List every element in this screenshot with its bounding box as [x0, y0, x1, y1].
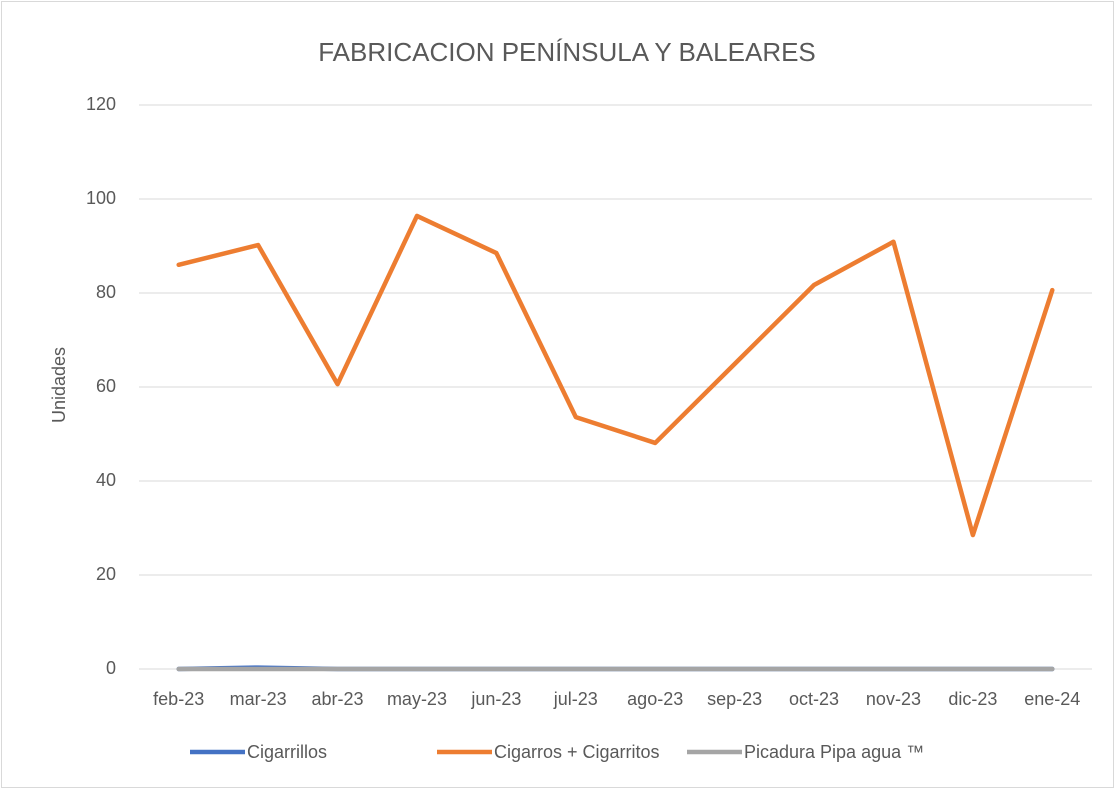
y-tick-label: 40 [96, 470, 116, 490]
x-tick-label: ene-24 [1024, 689, 1080, 709]
x-tick-label: may-23 [387, 689, 447, 709]
y-tick-label: 0 [106, 658, 116, 678]
y-tick-label: 100 [86, 188, 116, 208]
x-tick-label: mar-23 [230, 689, 287, 709]
x-tick-label: dic-23 [948, 689, 997, 709]
x-tick-label: jun-23 [470, 689, 521, 709]
x-tick-label: ago-23 [627, 689, 683, 709]
y-tick-label: 60 [96, 376, 116, 396]
x-tick-label: abr-23 [312, 689, 364, 709]
x-tick-label: oct-23 [789, 689, 839, 709]
x-tick-label: feb-23 [153, 689, 204, 709]
y-tick-label: 120 [86, 94, 116, 114]
series-line [176, 213, 1055, 538]
chart-title: FABRICACION PENÍNSULA Y BALEARES [318, 37, 816, 67]
legend-label: Picadura Pipa agua ™ [744, 742, 924, 762]
x-tick-label: nov-23 [866, 689, 921, 709]
y-axis-label: Unidades [49, 347, 69, 423]
y-tick-label: 80 [96, 282, 116, 302]
legend-label: Cigarrillos [247, 742, 327, 762]
x-tick-label: sep-23 [707, 689, 762, 709]
x-tick-label: jul-23 [553, 689, 598, 709]
y-tick-label: 20 [96, 564, 116, 584]
legend-label: Cigarros + Cigarritos [494, 742, 660, 762]
